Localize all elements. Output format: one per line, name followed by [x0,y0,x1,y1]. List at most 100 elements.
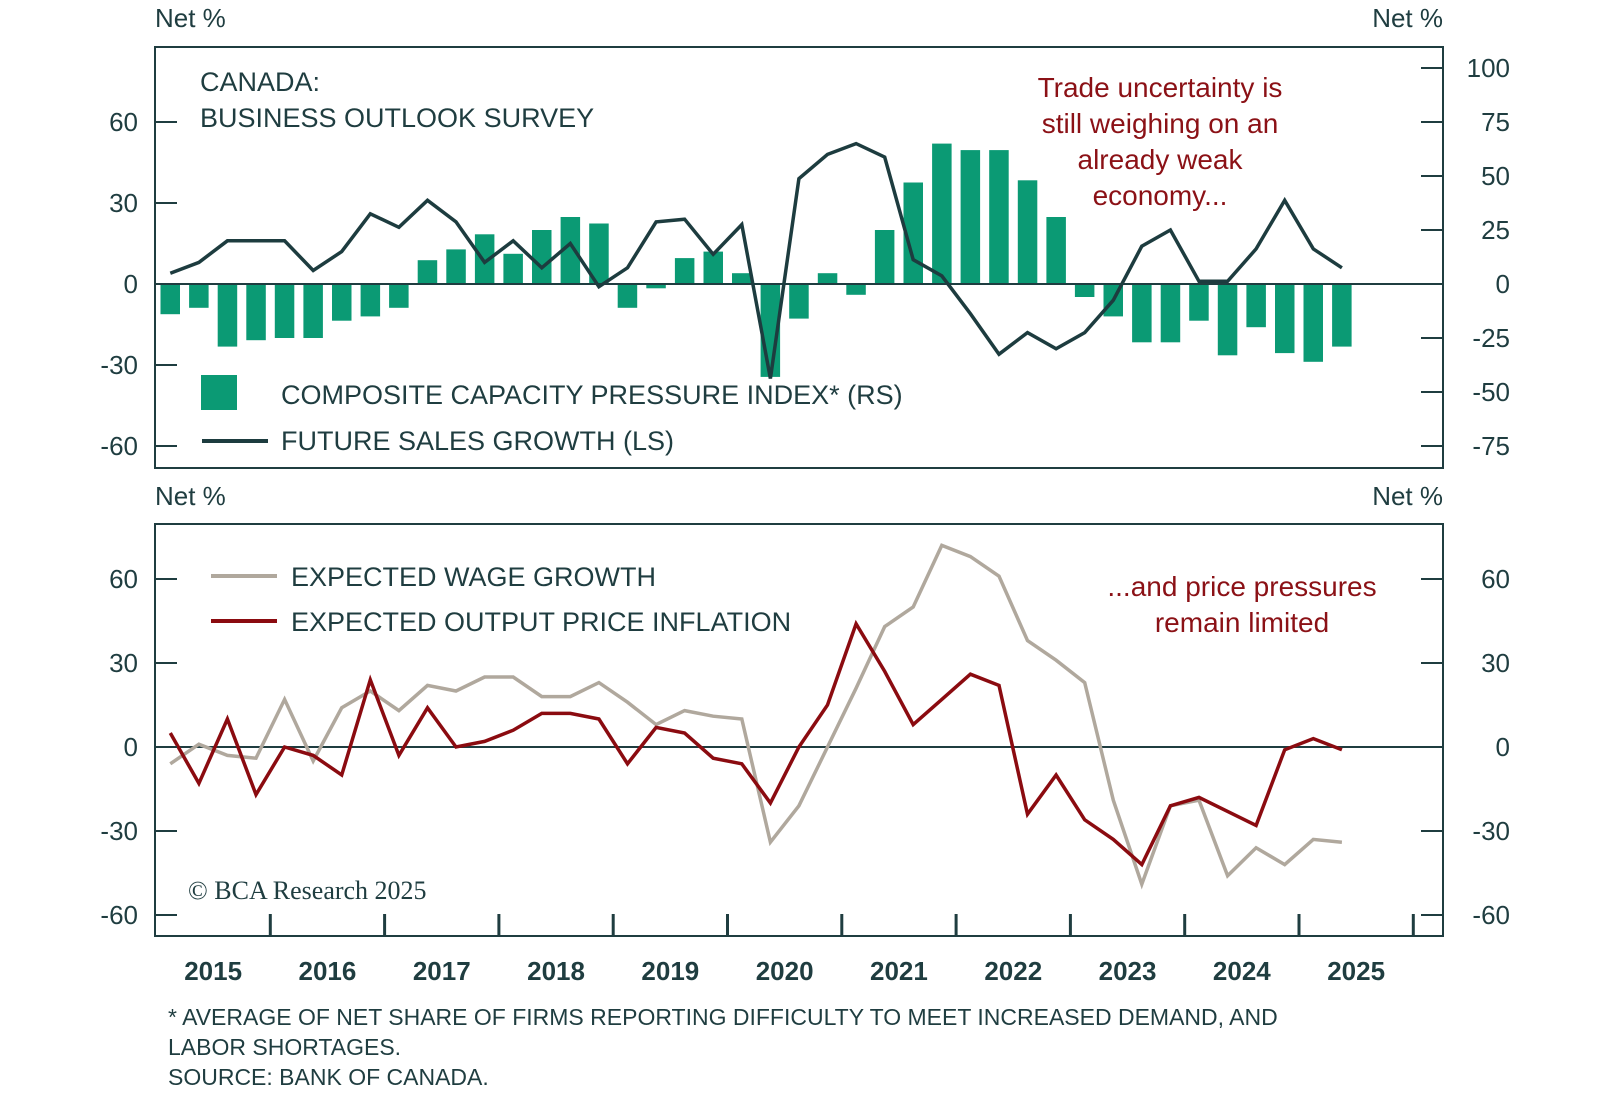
bar-capacity-23 [817,273,838,284]
annotation-line: Trade uncertainty is [1038,72,1283,103]
bar-capacity-2 [217,284,238,347]
top-left-tick-label: 60 [109,107,138,137]
bar-capacity-30 [1017,180,1038,284]
x-tick-label: 2025 [1327,956,1385,986]
annotation-line: economy... [1093,180,1228,211]
annotation-line: already weak [1078,144,1244,175]
bottom-frame [154,523,1444,937]
bar-capacity-7 [360,284,381,317]
x-tick-label: 2023 [1099,956,1157,986]
chart-subtitle: BUSINESS OUTLOOK SURVEY [200,103,594,133]
top-right-axis: 100 75 50 25 0 -25 -50 -75 [1421,53,1510,461]
bottom-left-axis: 60 30 0 -30 -60 [100,564,177,930]
annotation-line: ...and price pressures [1107,571,1376,602]
bottom-left-axis-label: Net % [155,481,226,511]
bar-capacity-36 [1189,284,1209,321]
bar-capacity-8 [389,284,409,308]
top-right-axis-label: Net % [1372,3,1443,33]
bottom-right-axis-label: Net % [1372,481,1443,511]
top-left-axis: 60 30 0 -30 -60 [100,107,177,461]
bar-capacity-29 [989,150,1009,284]
footnote-line: * AVERAGE OF NET SHARE OF FIRMS REPORTIN… [168,1004,1278,1030]
annotation-line: still weighing on an [1042,108,1279,139]
bar-capacity-22 [789,284,809,319]
top-right-tick-label: 25 [1481,215,1510,245]
bar-capacity-35 [1160,284,1181,343]
bar-capacity-37 [1217,284,1238,356]
line-expected-output-price-inflation [168,619,1343,868]
top-left-axis-label: Net % [155,3,226,33]
top-left-tick-label: 0 [124,269,138,299]
top-right-tick-label: 100 [1467,53,1510,83]
annotation-line: remain limited [1155,607,1329,638]
top-left-tick-label: -30 [100,350,138,380]
top-annotation: Trade uncertainty is still weighing on an… [1038,72,1283,211]
bottom-right-tick-label: -30 [1472,816,1510,846]
bar-capacity-12 [503,253,523,284]
bar-capacity-24 [846,284,866,295]
bar-capacity-25 [874,230,895,284]
bar-capacity-20 [732,273,752,284]
bar-capacity-17 [646,284,666,289]
bar-capacity-26 [903,182,923,284]
bar-capacity-13 [532,230,552,284]
legend-line-label: FUTURE SALES GROWTH (LS) [281,426,674,456]
top-right-tick-label: 75 [1481,107,1510,137]
x-tick-label: 2018 [527,956,585,986]
bar-capacity-10 [446,249,466,284]
x-tick-label: 2016 [299,956,357,986]
bar-capacity-32 [1074,284,1095,297]
bar-capacity-6 [332,284,352,321]
bar-capacity-28 [960,150,981,284]
legend-wage-label: EXPECTED WAGE GROWTH [291,562,656,592]
top-frame [154,46,1444,469]
top-right-tick-label: -25 [1472,323,1510,353]
line-future-sales-growth [169,141,1343,379]
top-right-tick-label: -50 [1472,377,1510,407]
bottom-right-tick-label: 60 [1481,564,1510,594]
bar-capacity-5 [303,284,323,338]
bar-capacity-31 [1046,217,1066,284]
footnotes: * AVERAGE OF NET SHARE OF FIRMS REPORTIN… [168,1004,1278,1090]
bar-capacity-15 [589,223,609,284]
bar-capacity-41 [1332,284,1352,347]
bottom-right-tick-label: -60 [1472,900,1510,930]
bottom-left-tick-label: 0 [124,732,138,762]
x-tick-label: 2020 [756,956,814,986]
bar-capacity-16 [617,284,638,308]
bar-capacity-1 [189,284,209,308]
top-right-tick-label: -75 [1472,431,1510,461]
bar-capacity-4 [274,284,295,338]
bar-capacity-39 [1275,284,1295,354]
x-tick-label: 2024 [1213,956,1271,986]
top-right-tick-label: 50 [1481,161,1510,191]
bar-capacity-18 [674,258,695,284]
legend-bar-label: COMPOSITE CAPACITY PRESSURE INDEX* (RS) [281,380,903,410]
legend-price-label: EXPECTED OUTPUT PRICE INFLATION [291,607,791,637]
bar-capacity-40 [1303,284,1323,362]
bottom-right-axis: 60 30 0 -30 -60 [1421,564,1510,930]
bottom-right-tick-label: 30 [1481,648,1510,678]
top-left-tick-label: -60 [100,431,138,461]
top-panel: Net % Net % 60 30 0 -30 -60 100 75 50 25 0 -25 -50… [100,3,1510,469]
footnote-line: LABOR SHORTAGES. [168,1034,401,1060]
bottom-left-tick-label: 60 [109,564,138,594]
footnote-line: SOURCE: BANK OF CANADA. [168,1064,489,1090]
bottom-left-tick-label: -30 [100,816,138,846]
chart-title: CANADA: [200,67,320,97]
bar-capacity-19 [703,251,723,284]
x-tick-label: 2021 [870,956,928,986]
bar-capacity-9 [417,260,438,284]
top-left-tick-label: 30 [109,188,138,218]
x-tick-label: 2017 [413,956,471,986]
bottom-left-tick-label: -60 [100,900,138,930]
x-tick-label: 2015 [184,956,242,986]
x-axis: 2015 2016 2017 2018 2019 2020 2021 2022 2023 2024… [184,914,1415,986]
bar-capacity-14 [560,217,581,284]
bottom-left-tick-label: 30 [109,648,138,678]
bar-capacity-11 [474,234,495,284]
bottom-right-tick-label: 0 [1496,732,1510,762]
bar-capacity-38 [1246,284,1266,328]
copyright: © BCA Research 2025 [188,876,427,905]
